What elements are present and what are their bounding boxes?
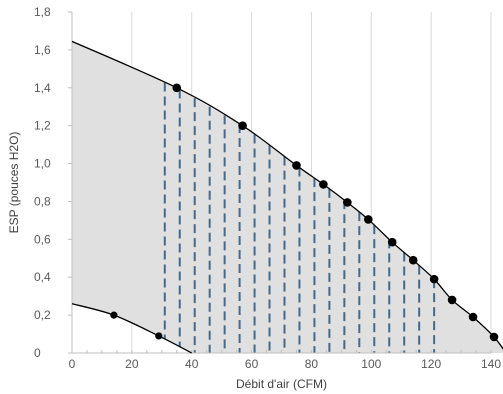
- upper-curve-point: [292, 161, 301, 170]
- x-tick-label: 100: [361, 357, 381, 371]
- x-tick-label: 20: [125, 357, 139, 371]
- y-tick-label: 0,2: [34, 308, 51, 322]
- upper-curve-point: [468, 312, 478, 322]
- upper-curve-point: [343, 198, 352, 207]
- y-axis-title: ESP (pouces H2O): [7, 132, 21, 234]
- upper-curve-point: [447, 295, 457, 305]
- y-tick-label: 0: [34, 346, 41, 360]
- axes: [68, 11, 492, 354]
- upper-curve-point: [172, 83, 182, 93]
- y-tick-label: 0,4: [34, 270, 51, 284]
- y-tick-label: 1,4: [34, 81, 51, 95]
- x-tick-label: 80: [305, 357, 319, 371]
- upper-curve-point: [489, 332, 499, 342]
- y-tick-label: 1,8: [34, 5, 51, 19]
- y-tick-label: 1,2: [34, 119, 51, 133]
- y-tick-label: 0,6: [34, 232, 51, 246]
- upper-curve-point: [238, 121, 247, 130]
- y-tick-label: 1,0: [34, 157, 51, 171]
- lower-curve-point: [110, 311, 118, 319]
- x-tick-label: 0: [69, 357, 76, 371]
- operating-range-area: [72, 41, 503, 353]
- y-tick-label: 1,6: [34, 43, 51, 57]
- operating-range-fill: [72, 41, 503, 353]
- x-tick-label: 140: [481, 357, 501, 371]
- upper-curve-point: [408, 255, 418, 265]
- x-axis-title: Débit d'air (CFM): [236, 377, 327, 391]
- upper-curve-point: [429, 274, 439, 284]
- data-markers: [110, 83, 499, 342]
- upper-curve-point: [387, 237, 397, 247]
- tick-labels: 0 20 40 60 80 100 120 140 0 0,2 0,4 0,6 0,8 1,0 1,2 1,4…: [34, 5, 501, 371]
- upper-curve-point: [363, 215, 373, 224]
- x-tick-label: 120: [421, 357, 441, 371]
- upper-curve-point: [319, 180, 328, 189]
- lower-curve-point: [155, 332, 163, 340]
- dashed-lines: [163, 82, 436, 353]
- y-tick-label: 0,8: [34, 194, 51, 208]
- x-tick-label: 60: [245, 357, 259, 371]
- x-tick-label: 40: [185, 357, 199, 371]
- lower-curve-line: [71, 303, 193, 354]
